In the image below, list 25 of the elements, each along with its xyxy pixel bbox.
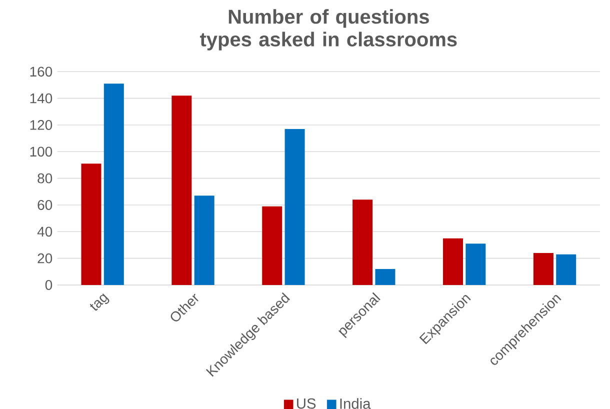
bar [375,268,396,285]
y-tick-label: 160 [30,66,52,77]
bar [262,206,282,285]
legend-label: US [297,398,316,409]
chart-title: Number of questions types asked in classrooms [200,9,457,50]
bar [284,128,305,285]
y-tick-label: 60 [38,200,52,210]
y-tick-label: 80 [38,173,52,184]
bar [443,238,463,285]
legend-label: India [340,398,371,409]
bar [81,164,102,285]
y-tick-label: 40 [37,226,52,237]
y-tick-label: 20 [38,253,52,264]
bar [466,244,486,285]
y-tick-label: 120 [30,120,52,130]
y-tick-label: 0 [45,280,52,290]
bar [352,200,373,285]
x-tick-label: tag [90,293,110,311]
bar [533,252,554,285]
bar [194,196,214,285]
bar [104,84,124,285]
bar [172,96,192,285]
y-tick-label: 100 [30,146,52,157]
bar [556,254,576,285]
y-tick-label: 140 [30,93,52,104]
